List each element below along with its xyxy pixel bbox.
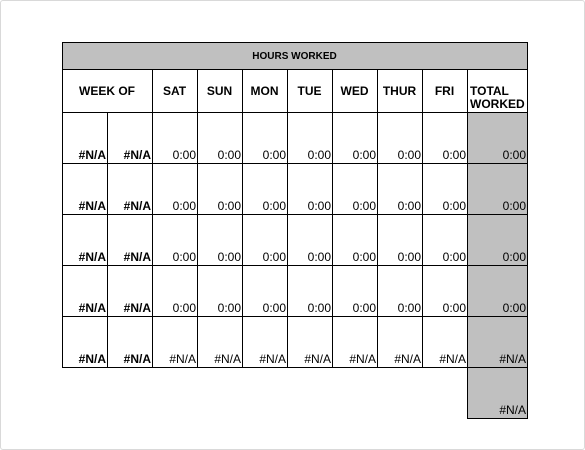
sun-hours-cell[interactable]: #N/A bbox=[197, 316, 243, 368]
mon-hours-cell[interactable]: 0:00 bbox=[242, 112, 288, 164]
week-total-cell[interactable]: 0:00 bbox=[467, 163, 528, 215]
week-of-header[interactable]: WEEK OF bbox=[62, 69, 153, 113]
day-header-fri[interactable]: FRI bbox=[422, 69, 468, 113]
tue-hours-cell[interactable]: 0:00 bbox=[287, 112, 333, 164]
empty-cell bbox=[153, 368, 198, 419]
total-header-line2: WORKED bbox=[470, 97, 525, 111]
day-header-thur[interactable]: THUR bbox=[377, 69, 423, 113]
week-end-cell[interactable]: #N/A bbox=[107, 265, 153, 317]
thur-hours-cell[interactable]: 0:00 bbox=[377, 112, 423, 164]
day-header-wed[interactable]: WED bbox=[332, 69, 378, 113]
empty-cell bbox=[63, 368, 108, 419]
thur-hours-cell[interactable]: 0:00 bbox=[377, 163, 423, 215]
mon-hours-cell[interactable]: 0:00 bbox=[242, 265, 288, 317]
empty-cell bbox=[288, 368, 333, 419]
fri-hours-cell[interactable]: 0:00 bbox=[422, 112, 468, 164]
week-row-5: #N/A #N/A #N/A #N/A #N/A #N/A #N/A #N/A … bbox=[62, 316, 528, 368]
week-total-cell[interactable]: #N/A bbox=[467, 316, 528, 368]
hours-worked-table: HOURS WORKED WEEK OF SAT SUN MON TUE WED… bbox=[62, 42, 528, 419]
empty-cell bbox=[333, 368, 378, 419]
thur-hours-cell[interactable]: 0:00 bbox=[377, 265, 423, 317]
week-start-cell[interactable]: #N/A bbox=[62, 214, 108, 266]
sat-hours-cell[interactable]: 0:00 bbox=[152, 214, 198, 266]
header-row: WEEK OF SAT SUN MON TUE WED THUR FRI TOT… bbox=[62, 69, 528, 113]
empty-cell bbox=[243, 368, 288, 419]
week-start-cell[interactable]: #N/A bbox=[62, 112, 108, 164]
week-total-cell[interactable]: 0:00 bbox=[467, 214, 528, 266]
sat-hours-cell[interactable]: #N/A bbox=[152, 316, 198, 368]
wed-hours-cell[interactable]: 0:00 bbox=[332, 163, 378, 215]
sun-hours-cell[interactable]: 0:00 bbox=[197, 112, 243, 164]
total-worked-header[interactable]: TOTAL WORKED bbox=[467, 69, 528, 113]
thur-hours-cell[interactable]: #N/A bbox=[377, 316, 423, 368]
tue-hours-cell[interactable]: 0:00 bbox=[287, 163, 333, 215]
day-header-sat[interactable]: SAT bbox=[152, 69, 198, 113]
grand-total-cell[interactable]: #N/A bbox=[467, 367, 528, 419]
week-row-4: #N/A #N/A 0:00 0:00 0:00 0:00 0:00 0:00 … bbox=[62, 265, 528, 317]
week-start-cell[interactable]: #N/A bbox=[62, 163, 108, 215]
week-start-cell[interactable]: #N/A bbox=[62, 316, 108, 368]
tue-hours-cell[interactable]: #N/A bbox=[287, 316, 333, 368]
wed-hours-cell[interactable]: 0:00 bbox=[332, 112, 378, 164]
title-row: HOURS WORKED bbox=[62, 42, 528, 70]
empty-cell bbox=[423, 368, 468, 419]
mon-hours-cell[interactable]: 0:00 bbox=[242, 163, 288, 215]
wed-hours-cell[interactable]: 0:00 bbox=[332, 214, 378, 266]
sat-hours-cell[interactable]: 0:00 bbox=[152, 265, 198, 317]
week-row-3: #N/A #N/A 0:00 0:00 0:00 0:00 0:00 0:00 … bbox=[62, 214, 528, 266]
table-title[interactable]: HOURS WORKED bbox=[62, 42, 528, 70]
week-end-cell[interactable]: #N/A bbox=[107, 214, 153, 266]
fri-hours-cell[interactable]: 0:00 bbox=[422, 214, 468, 266]
week-end-cell[interactable]: #N/A bbox=[107, 316, 153, 368]
day-header-tue[interactable]: TUE bbox=[287, 69, 333, 113]
empty-cell bbox=[198, 368, 243, 419]
day-header-mon[interactable]: MON bbox=[242, 69, 288, 113]
thur-hours-cell[interactable]: 0:00 bbox=[377, 214, 423, 266]
grand-total-row: #N/A bbox=[63, 367, 528, 419]
wed-hours-cell[interactable]: #N/A bbox=[332, 316, 378, 368]
sun-hours-cell[interactable]: 0:00 bbox=[197, 265, 243, 317]
week-total-cell[interactable]: 0:00 bbox=[467, 265, 528, 317]
fri-hours-cell[interactable]: #N/A bbox=[422, 316, 468, 368]
week-start-cell[interactable]: #N/A bbox=[62, 265, 108, 317]
tue-hours-cell[interactable]: 0:00 bbox=[287, 214, 333, 266]
empty-cell bbox=[378, 368, 423, 419]
sun-hours-cell[interactable]: 0:00 bbox=[197, 214, 243, 266]
sat-hours-cell[interactable]: 0:00 bbox=[152, 112, 198, 164]
total-header-line1: TOTAL bbox=[470, 84, 509, 98]
fri-hours-cell[interactable]: 0:00 bbox=[422, 265, 468, 317]
week-row-1: #N/A #N/A 0:00 0:00 0:00 0:00 0:00 0:00 … bbox=[62, 112, 528, 164]
empty-cell bbox=[108, 368, 153, 419]
fri-hours-cell[interactable]: 0:00 bbox=[422, 163, 468, 215]
tue-hours-cell[interactable]: 0:00 bbox=[287, 265, 333, 317]
day-header-sun[interactable]: SUN bbox=[197, 69, 243, 113]
mon-hours-cell[interactable]: #N/A bbox=[242, 316, 288, 368]
sat-hours-cell[interactable]: 0:00 bbox=[152, 163, 198, 215]
wed-hours-cell[interactable]: 0:00 bbox=[332, 265, 378, 317]
sun-hours-cell[interactable]: 0:00 bbox=[197, 163, 243, 215]
week-end-cell[interactable]: #N/A bbox=[107, 112, 153, 164]
mon-hours-cell[interactable]: 0:00 bbox=[242, 214, 288, 266]
week-row-2: #N/A #N/A 0:00 0:00 0:00 0:00 0:00 0:00 … bbox=[62, 163, 528, 215]
week-total-cell[interactable]: 0:00 bbox=[467, 112, 528, 164]
week-end-cell[interactable]: #N/A bbox=[107, 163, 153, 215]
